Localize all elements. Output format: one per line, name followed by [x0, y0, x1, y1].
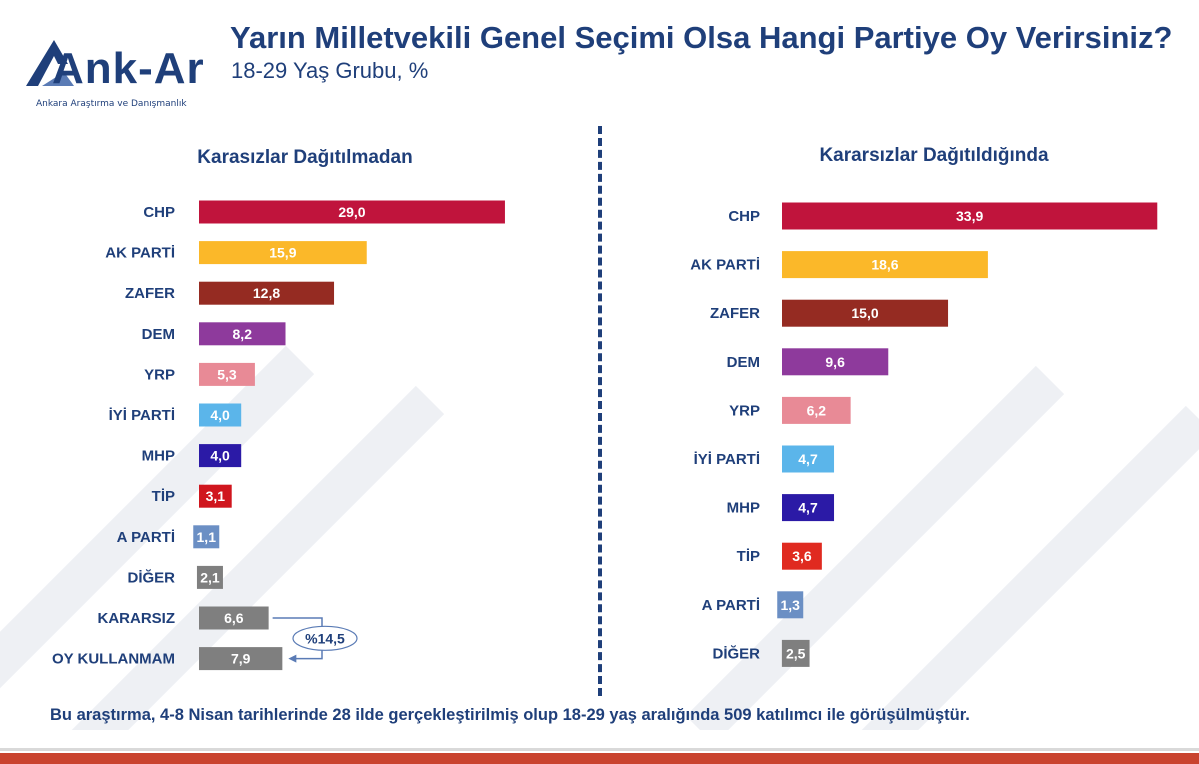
bar-1-6 [782, 494, 835, 522]
bar-1-1 [782, 251, 988, 279]
value-label-0-9: 2,1 [200, 569, 220, 585]
logo-name: Ank-Ar [52, 44, 205, 93]
value-label-1-6: 4,7 [798, 500, 818, 516]
bar-0-3 [199, 322, 286, 346]
bar-1-3 [782, 348, 889, 376]
bar-1-8 [777, 591, 804, 619]
category-label-0-11: OY KULLANMAM [52, 651, 175, 668]
page-subtitle: 18-29 Yaş Grubu, % [231, 58, 429, 83]
value-label-1-7: 3,6 [792, 548, 812, 564]
ankar-logo [24, 38, 214, 118]
bar-0-1 [199, 241, 367, 265]
value-label-0-3: 8,2 [233, 326, 253, 342]
category-label-0-8: A PARTİ [117, 529, 175, 546]
bar-0-2 [199, 281, 335, 305]
bar-0-5 [199, 403, 242, 427]
panel-divider [598, 126, 602, 696]
bar-0-4 [199, 362, 255, 386]
value-label-0-6: 4,0 [210, 448, 230, 464]
category-label-1-6: MHP [727, 500, 760, 517]
category-label-1-5: İYİ PARTİ [694, 451, 760, 468]
category-label-0-4: YRP [144, 366, 175, 383]
category-label-1-3: DEM [727, 354, 760, 371]
value-label-0-10: 6,6 [224, 610, 244, 626]
annotation-arrow-icon [288, 654, 297, 663]
background-pattern [0, 345, 1199, 730]
bar-1-2 [782, 299, 949, 327]
logo-tagline: Ankara Araştırma ve Danışmanlık [36, 99, 187, 109]
bottom-separator [0, 748, 1199, 751]
category-label-1-1: AK PARTİ [690, 257, 760, 274]
bar-1-0 [782, 202, 1158, 230]
value-label-0-11: 7,9 [231, 651, 251, 667]
bottom-accent-bar [0, 753, 1199, 764]
value-label-0-8: 1,1 [197, 529, 217, 545]
category-label-0-1: AK PARTİ [105, 245, 175, 262]
bar-0-9 [196, 565, 223, 589]
bar-0-7 [199, 484, 232, 508]
category-label-1-4: YRP [729, 402, 760, 419]
logo-mark-icon [26, 40, 74, 86]
category-label-0-5: İYİ PARTİ [109, 407, 175, 424]
bar-1-4 [782, 396, 851, 424]
category-label-0-6: MHP [142, 448, 175, 465]
value-label-0-4: 5,3 [217, 366, 237, 382]
value-label-0-5: 4,0 [210, 407, 230, 423]
category-label-0-3: DEM [142, 326, 175, 343]
annotation-label: %14,5 [305, 630, 345, 646]
value-label-1-4: 6,2 [807, 402, 827, 418]
panel-title-0: Karasızlar Dağıtılmadan [197, 147, 412, 168]
category-label-1-2: ZAFER [710, 305, 760, 322]
bar-0-6 [199, 444, 242, 468]
bar-1-7 [782, 542, 822, 570]
bar-1-5 [782, 445, 835, 473]
value-label-0-2: 12,8 [253, 285, 280, 301]
value-label-0-7: 3,1 [206, 488, 226, 504]
bar-0-0 [199, 200, 505, 224]
panel-title-1: Kararsızlar Dağıtıldığında [819, 145, 1049, 166]
value-label-1-0: 33,9 [956, 208, 983, 224]
category-label-0-10: KARARSIZ [98, 610, 176, 627]
category-label-1-0: CHP [728, 208, 760, 225]
value-label-1-2: 15,0 [851, 305, 878, 321]
page-title: Yarın Milletvekili Genel Seçimi Olsa Han… [230, 20, 1173, 55]
footer-note: Bu araştırma, 4-8 Nisan tarihlerinde 28 … [50, 706, 970, 724]
category-label-0-0: CHP [143, 204, 175, 221]
value-label-1-8: 1,3 [781, 597, 801, 613]
bar-0-11 [199, 647, 283, 671]
bar-1-9 [781, 639, 810, 667]
category-label-0-9: DİĞER [127, 568, 175, 586]
category-label-1-9: DİĞER [712, 644, 760, 662]
category-label-1-8: A PARTİ [702, 597, 760, 614]
annotation-oval [292, 625, 358, 651]
category-label-0-7: TİP [152, 488, 175, 505]
category-label-1-7: TİP [737, 548, 760, 565]
category-label-0-2: ZAFER [125, 285, 175, 302]
value-label-1-1: 18,6 [871, 257, 898, 273]
value-label-1-9: 2,5 [786, 645, 806, 661]
bar-0-8 [193, 525, 220, 549]
value-label-0-1: 15,9 [269, 245, 296, 261]
value-label-1-3: 9,6 [825, 354, 845, 370]
value-label-1-5: 4,7 [798, 451, 818, 467]
bar-0-10 [199, 606, 269, 630]
value-label-0-0: 29,0 [338, 204, 365, 220]
